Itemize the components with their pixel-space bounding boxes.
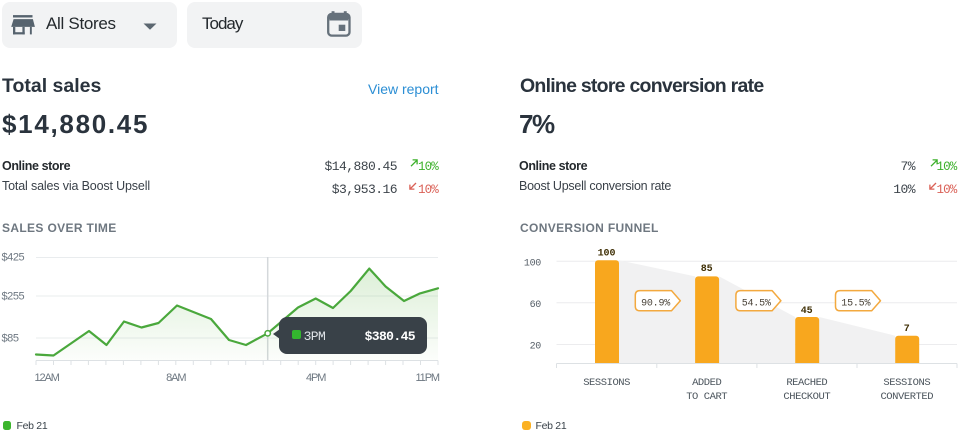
svg-text:20: 20 — [530, 342, 542, 353]
svg-text:100: 100 — [524, 258, 541, 269]
svg-text:$85: $85 — [2, 332, 19, 344]
svg-text:CONVERTED: CONVERTED — [880, 391, 933, 403]
svg-text:CHECKOUT: CHECKOUT — [783, 391, 830, 403]
svg-text:SESSIONS: SESSIONS — [583, 377, 630, 389]
svg-text:90.9%: 90.9% — [641, 299, 670, 310]
svg-text:60: 60 — [530, 300, 542, 311]
svg-text:85: 85 — [701, 264, 713, 275]
svg-text:SESSIONS: SESSIONS — [883, 377, 930, 389]
svg-text:$425: $425 — [2, 252, 25, 264]
svg-text:ADDED: ADDED — [692, 377, 721, 389]
svg-text:$255: $255 — [2, 291, 25, 303]
svg-text:45: 45 — [801, 306, 813, 317]
svg-text:4PM: 4PM — [306, 372, 326, 384]
svg-text:100: 100 — [598, 249, 616, 260]
svg-text:7: 7 — [904, 324, 910, 335]
svg-text:15.5%: 15.5% — [841, 299, 870, 310]
svg-text:54.5%: 54.5% — [742, 299, 771, 310]
svg-text:8AM: 8AM — [166, 372, 186, 384]
svg-text:TO CART: TO CART — [686, 391, 727, 403]
svg-text:REACHED: REACHED — [786, 377, 827, 389]
svg-text:12AM: 12AM — [35, 372, 60, 384]
svg-text:11PM: 11PM — [415, 372, 439, 384]
